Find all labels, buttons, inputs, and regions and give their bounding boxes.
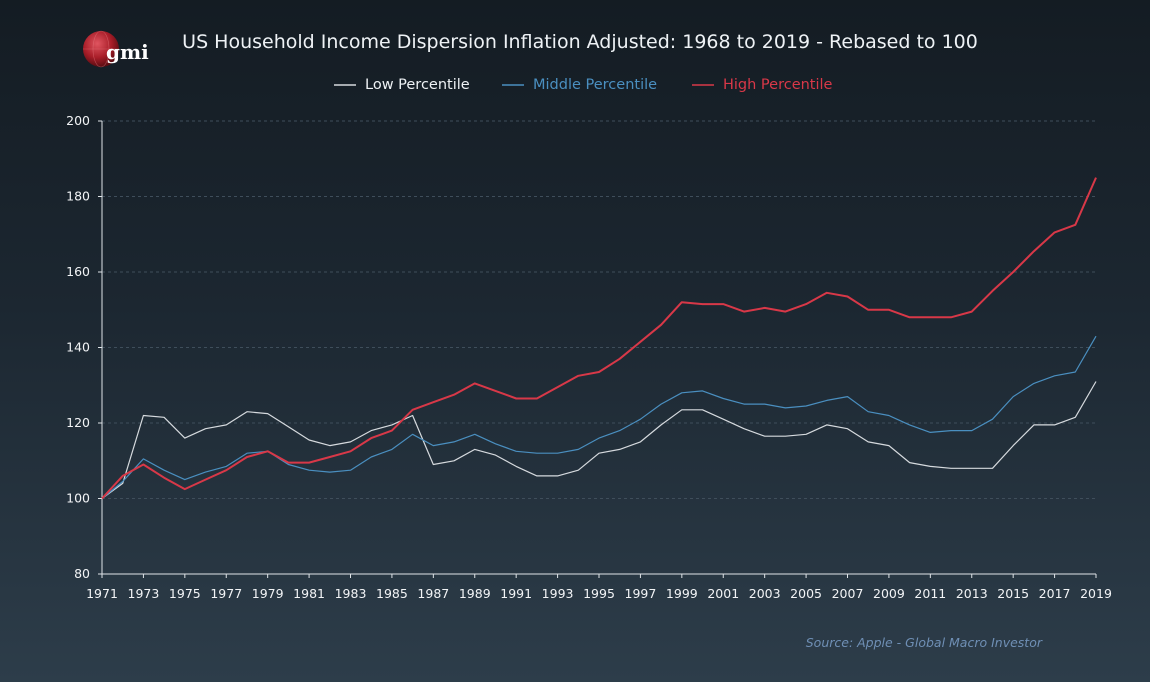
x-tick-label-1971: 1971 (86, 586, 118, 601)
y-tick-label-200: 200 (66, 113, 90, 128)
gridlines (102, 120, 1096, 499)
y-tick-label-160: 160 (66, 264, 90, 279)
x-tick-label-2017: 2017 (1039, 586, 1071, 601)
y-tick-label-100: 100 (66, 491, 90, 506)
x-tick-label-2015: 2015 (997, 586, 1029, 601)
x-tick-label-2001: 2001 (707, 586, 739, 601)
x-tick-label-2009: 2009 (873, 586, 905, 601)
globe-meridian (92, 30, 110, 68)
y-tick-label-80: 80 (74, 566, 90, 581)
logo-text: gmi (106, 40, 149, 64)
legend-label-high: High Percentile (723, 77, 833, 93)
axes (101, 121, 1096, 575)
x-tick-label-1999: 1999 (666, 586, 698, 601)
x-tick-label-2019: 2019 (1080, 586, 1112, 601)
x-tick-label-1989: 1989 (459, 586, 491, 601)
legend-item-middle: Middle Percentile (502, 77, 657, 93)
legend-label-low: Low Percentile (365, 77, 470, 93)
x-tick-label-1997: 1997 (625, 586, 657, 601)
x-tick-label-1987: 1987 (417, 586, 449, 601)
series-lines (101, 177, 1097, 500)
gmi-logo: gmi (83, 30, 149, 68)
y-tick-label-120: 120 (66, 415, 90, 430)
x-tick-label-1975: 1975 (169, 586, 201, 601)
x-tick-label-1981: 1981 (293, 586, 325, 601)
x-tick-label-2005: 2005 (790, 586, 822, 601)
x-tick-label-1973: 1973 (128, 586, 160, 601)
x-tick-label-1985: 1985 (376, 586, 408, 601)
x-tick-label-2007: 2007 (832, 586, 864, 601)
series-line-low (101, 381, 1097, 499)
source-note: Source: Apple - Global Macro Investor (806, 635, 1043, 650)
x-tick-label-1993: 1993 (542, 586, 574, 601)
x-axis-ticks: 1971 1973 1975 1977 1979 1981 1983 1985 1987 1989… (86, 574, 1112, 601)
x-tick-label-2011: 2011 (914, 586, 946, 601)
legend-item-low: Low Percentile (334, 77, 470, 93)
x-tick-label-1979: 1979 (252, 586, 284, 601)
y-tick-label-180: 180 (66, 189, 90, 204)
legend: Low Percentile Middle Percentile High Pe… (334, 77, 833, 93)
legend-item-high: High Percentile (692, 77, 833, 93)
x-tick-label-1983: 1983 (335, 586, 367, 601)
x-tick-label-2003: 2003 (749, 586, 781, 601)
y-axis-ticks: 80 100 120 140 160 180 200 (66, 113, 102, 581)
x-tick-label-1977: 1977 (210, 586, 242, 601)
legend-label-middle: Middle Percentile (533, 77, 657, 93)
chart-title: US Household Income Dispersion Inflation… (182, 31, 978, 53)
x-tick-label-2013: 2013 (956, 586, 988, 601)
y-tick-label-140: 140 (66, 340, 90, 355)
series-line-middle (101, 335, 1097, 499)
x-tick-label-1995: 1995 (583, 586, 615, 601)
series-line-high (101, 177, 1097, 500)
x-tick-label-1991: 1991 (500, 586, 532, 601)
globe-icon (83, 31, 119, 67)
